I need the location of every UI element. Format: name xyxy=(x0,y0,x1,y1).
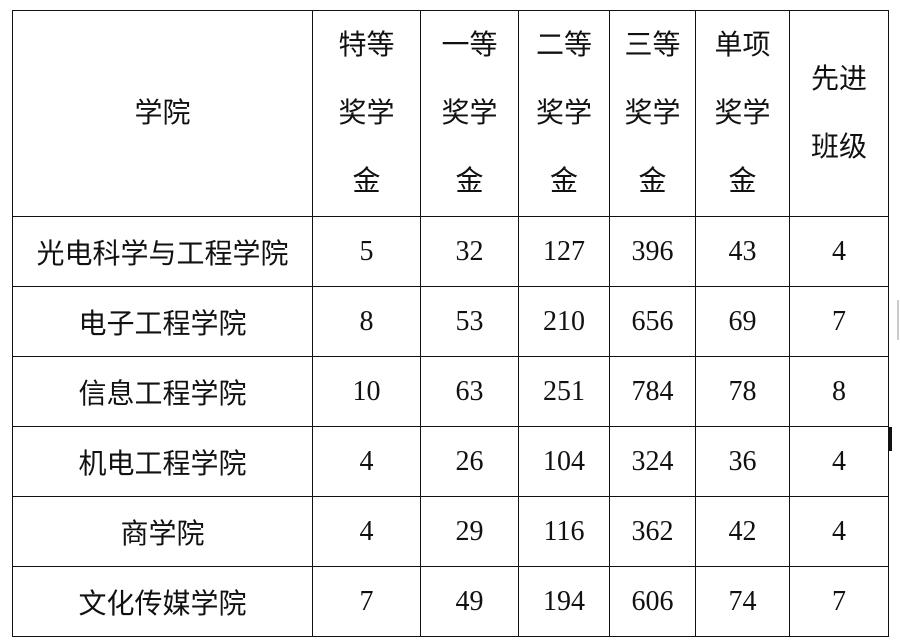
college-name-cell: 光电科学与工程学院 xyxy=(12,216,313,287)
header-line: 单项 xyxy=(714,29,771,61)
count-cell: 26 xyxy=(420,426,519,497)
count-cell: 4 xyxy=(789,496,889,567)
count-cell: 4 xyxy=(312,426,421,497)
column-header: 一等 奖学金 xyxy=(420,10,519,217)
count-cell: 194 xyxy=(518,566,610,637)
college-name-cell: 机电工程学院 xyxy=(12,426,313,497)
header-line: 奖学 xyxy=(714,97,771,129)
count-cell: 784 xyxy=(609,356,696,427)
count-cell: 4 xyxy=(789,426,889,497)
count-cell: 127 xyxy=(518,216,610,287)
header-line: 先进 xyxy=(810,63,867,95)
header-line: 奖学 xyxy=(624,97,681,129)
count-cell: 324 xyxy=(609,426,696,497)
header-line: 三等 xyxy=(624,29,681,61)
header-line: 金 xyxy=(638,165,667,197)
college-name-cell: 信息工程学院 xyxy=(12,356,313,427)
count-cell: 32 xyxy=(420,216,519,287)
header-line: 奖学 xyxy=(535,97,592,129)
count-cell: 53 xyxy=(420,286,519,357)
count-cell: 251 xyxy=(518,356,610,427)
count-cell: 104 xyxy=(518,426,610,497)
count-cell: 5 xyxy=(312,216,421,287)
college-name-cell: 商学院 xyxy=(12,496,313,567)
header-line: 奖学 xyxy=(338,97,395,129)
count-cell: 656 xyxy=(609,286,696,357)
column-header: 三等 奖学金 xyxy=(609,10,696,217)
count-cell: 7 xyxy=(312,566,421,637)
count-cell: 362 xyxy=(609,496,696,567)
header-line: 二等 xyxy=(535,29,592,61)
column-header: 特等 奖学金 xyxy=(312,10,421,217)
count-cell: 8 xyxy=(312,286,421,357)
count-cell: 42 xyxy=(695,496,790,567)
count-cell: 4 xyxy=(312,496,421,567)
scholarship-table: 学院 特等 奖学金一等 奖学金二等 奖学金三等 奖学金单项 奖学金先进 班级 光电科学与工程学… xyxy=(12,10,889,637)
count-cell: 43 xyxy=(695,216,790,287)
header-row: 学院 特等 奖学金一等 奖学金二等 奖学金三等 奖学金单项 奖学金先进 班级 xyxy=(12,10,889,217)
table-row: 电子工程学院 8 53 210 656 69 7 xyxy=(12,286,889,357)
count-cell: 69 xyxy=(695,286,790,357)
count-cell: 78 xyxy=(695,356,790,427)
count-cell: 606 xyxy=(609,566,696,637)
header-line: 一等 xyxy=(441,29,498,61)
header-line: 金 xyxy=(455,165,484,197)
count-cell: 10 xyxy=(312,356,421,427)
table-row: 信息工程学院 10 63 251 784 78 8 xyxy=(12,356,889,427)
header-line: 金 xyxy=(352,165,381,197)
count-cell: 116 xyxy=(518,496,610,567)
count-cell: 396 xyxy=(609,216,696,287)
college-name-cell: 电子工程学院 xyxy=(12,286,313,357)
header-line: 特等 xyxy=(338,29,395,61)
table-row: 文化传媒学院 7 49 194 606 74 7 xyxy=(12,566,889,637)
table-row: 机电工程学院 4 26 104 324 36 4 xyxy=(12,426,889,497)
count-cell: 63 xyxy=(420,356,519,427)
count-cell: 29 xyxy=(420,496,519,567)
column-header: 学院 xyxy=(12,10,313,217)
header-line: 金 xyxy=(728,165,757,197)
text-cursor xyxy=(889,427,892,451)
column-header: 二等 奖学金 xyxy=(518,10,610,217)
table-row: 光电科学与工程学院 5 32 127 396 43 4 xyxy=(12,216,889,287)
table-row: 商学院 4 29 116 362 42 4 xyxy=(12,496,889,567)
header-line: 学院 xyxy=(134,97,191,129)
college-name-cell: 文化传媒学院 xyxy=(12,566,313,637)
count-cell: 7 xyxy=(789,566,889,637)
count-cell: 210 xyxy=(518,286,610,357)
count-cell: 49 xyxy=(420,566,519,637)
column-header: 先进 班级 xyxy=(789,10,889,217)
column-header: 单项 奖学金 xyxy=(695,10,790,217)
header-line: 奖学 xyxy=(441,97,498,129)
count-cell: 36 xyxy=(695,426,790,497)
header-line: 班级 xyxy=(810,131,867,163)
count-cell: 74 xyxy=(695,566,790,637)
scrollbar-edge xyxy=(897,300,899,340)
count-cell: 8 xyxy=(789,356,889,427)
header-line: 金 xyxy=(549,165,578,197)
count-cell: 4 xyxy=(789,216,889,287)
count-cell: 7 xyxy=(789,286,889,357)
